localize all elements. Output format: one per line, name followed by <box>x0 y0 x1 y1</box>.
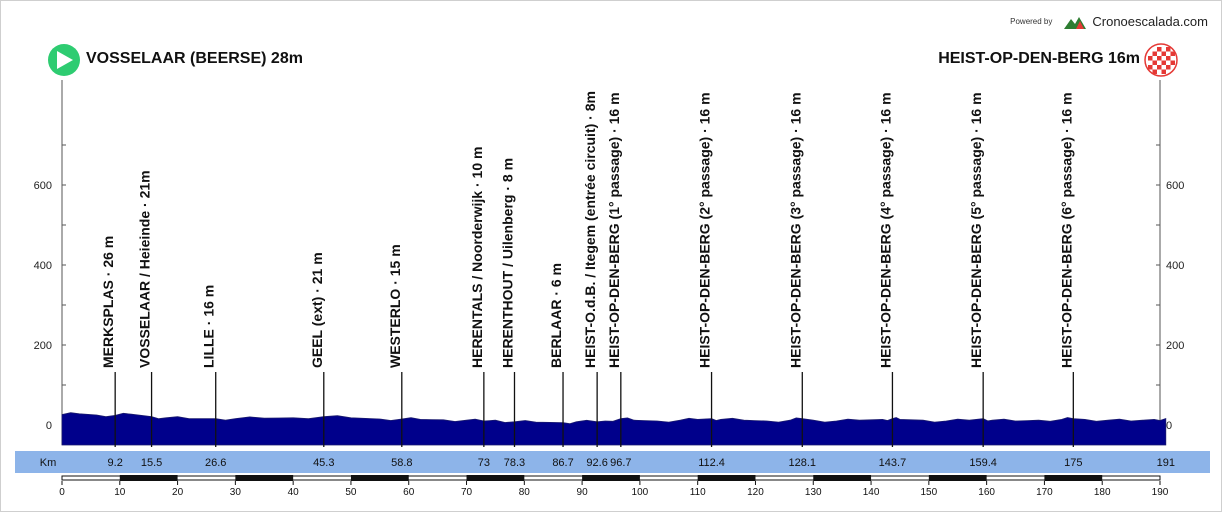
play-arrow-icon <box>57 51 73 69</box>
waypoint-label: HEIST-OP-DEN-BERG (5° passage) · 16 m <box>968 92 984 368</box>
scale-segment <box>813 475 872 481</box>
x-tick-label: 100 <box>632 487 649 498</box>
checker-square <box>1148 65 1153 70</box>
x-tick-label: 190 <box>1152 487 1169 498</box>
checker-square <box>1166 47 1171 52</box>
checker-square <box>1166 65 1171 70</box>
x-tick-label: 10 <box>114 487 126 498</box>
y-tick-label-right: 200 <box>1166 340 1184 352</box>
checker-square <box>1161 60 1166 65</box>
x-tick-label: 30 <box>230 487 242 498</box>
x-tick-label: 150 <box>920 487 937 498</box>
km-band <box>15 451 1210 473</box>
waypoint-label: WESTERLO · 15 m <box>387 244 403 368</box>
x-tick-label: 130 <box>805 487 822 498</box>
checker-square <box>1152 51 1157 56</box>
scale-segment <box>235 475 294 481</box>
x-tick-label: 80 <box>519 487 531 498</box>
scale-segment <box>928 475 987 481</box>
x-tick-label: 70 <box>461 487 473 498</box>
checker-square <box>1161 51 1166 56</box>
waypoint-label: GEEL (ext) · 21 m <box>309 252 325 368</box>
km-marker-label: 175 <box>1064 457 1082 469</box>
checker-square <box>1157 65 1162 70</box>
checker-square <box>1152 69 1157 74</box>
start-town-label: VOSSELAAR (BEERSE) 28m <box>86 50 303 67</box>
km-marker-label: 92.6 <box>586 457 607 469</box>
waypoint-label: HEIST-OP-DEN-BERG (6° passage) · 16 m <box>1058 92 1074 368</box>
scale-segment <box>582 475 640 481</box>
waypoint-label: MERKSPLAS · 26 m <box>100 236 116 368</box>
x-tick-label: 20 <box>172 487 184 498</box>
waypoint-label: LILLE · 16 m <box>201 285 217 368</box>
checker-square <box>1152 60 1157 65</box>
scale-segment <box>466 475 525 481</box>
km-marker-label: 128.1 <box>789 457 817 469</box>
y-tick-label-right: 400 <box>1166 260 1184 272</box>
x-tick-label: 90 <box>577 487 589 498</box>
checker-square <box>1148 56 1153 61</box>
waypoint-label: HEIST-OP-DEN-BERG (3° passage) · 16 m <box>787 92 803 368</box>
checker-square <box>1166 56 1171 61</box>
x-tick-label: 120 <box>747 487 764 498</box>
y-tick-label-left: 600 <box>34 180 52 192</box>
elevation-profile-series <box>61 412 1167 446</box>
km-marker-label: 86.7 <box>552 457 573 469</box>
waypoint-label: HERENTHOUT / Uilenberg · 8 m <box>499 158 515 368</box>
y-tick-label-left: 0 <box>46 420 52 432</box>
scale-segment <box>697 475 756 481</box>
km-marker-label: 159.4 <box>969 457 997 469</box>
waypoint-label: HEIST-OP-DEN-BERG (1° passage) · 16 m <box>606 92 622 368</box>
waypoint-label: HEIST-O.d.B. / Itegem (entrée circuit) ·… <box>582 91 598 368</box>
checker-square <box>1170 51 1175 56</box>
checker-square <box>1157 56 1162 61</box>
km-band-label: Km <box>40 457 57 469</box>
waypoint-label: HEIST-OP-DEN-BERG (4° passage) · 16 m <box>877 92 893 368</box>
km-marker-label: 112.4 <box>698 457 725 469</box>
km-marker-label: 73 <box>478 457 490 469</box>
km-marker-label: 78.3 <box>504 457 525 469</box>
waypoint-label: HEIST-OP-DEN-BERG (2° passage) · 16 m <box>697 92 713 368</box>
y-tick-label-right: 600 <box>1166 180 1184 192</box>
km-marker-label: 191 <box>1157 457 1175 469</box>
scale-segment <box>350 475 409 481</box>
km-marker-label: 9.2 <box>108 457 123 469</box>
km-marker-label: 45.3 <box>313 457 334 469</box>
scale-segment <box>119 475 178 481</box>
km-marker-label: 26.6 <box>205 457 226 469</box>
checker-square <box>1157 47 1162 52</box>
x-tick-label: 60 <box>403 487 415 498</box>
brand-name[interactable]: Cronoescalada.com <box>1092 14 1208 29</box>
brand: Powered by Cronoescalada.com <box>1010 14 1208 29</box>
km-marker-label: 15.5 <box>141 457 162 469</box>
x-tick-label: 180 <box>1094 487 1111 498</box>
scale-segment <box>1044 475 1103 481</box>
y-tick-label-left: 400 <box>34 260 52 272</box>
mountain-logo-icon <box>1064 16 1087 29</box>
waypoint-label: HERENTALS / Noorderwijk · 10 m <box>469 147 485 368</box>
x-tick-label: 110 <box>690 487 706 498</box>
y-tick-label-right: 0 <box>1166 420 1172 432</box>
checker-square <box>1161 69 1166 74</box>
checker-square <box>1170 60 1175 65</box>
x-tick-label: 50 <box>345 487 357 498</box>
y-tick-label-left: 200 <box>34 340 52 352</box>
x-tick-label: 170 <box>1036 487 1053 498</box>
x-tick-label: 0 <box>59 487 65 498</box>
waypoint-label: VOSSELAAR / Heieinde · 21m <box>137 170 153 368</box>
finish-town-label: HEIST-OP-DEN-BERG 16m <box>938 50 1140 67</box>
powered-by-text: Powered by <box>1010 17 1053 26</box>
x-tick-label: 140 <box>863 487 880 498</box>
x-tick-label: 160 <box>978 487 995 498</box>
km-marker-label: 96.7 <box>610 457 631 469</box>
waypoint-label: BERLAAR · 6 m <box>548 263 564 368</box>
x-tick-label: 40 <box>288 487 300 498</box>
km-marker-label: 143.7 <box>879 457 907 469</box>
km-marker-label: 58.8 <box>391 457 412 469</box>
